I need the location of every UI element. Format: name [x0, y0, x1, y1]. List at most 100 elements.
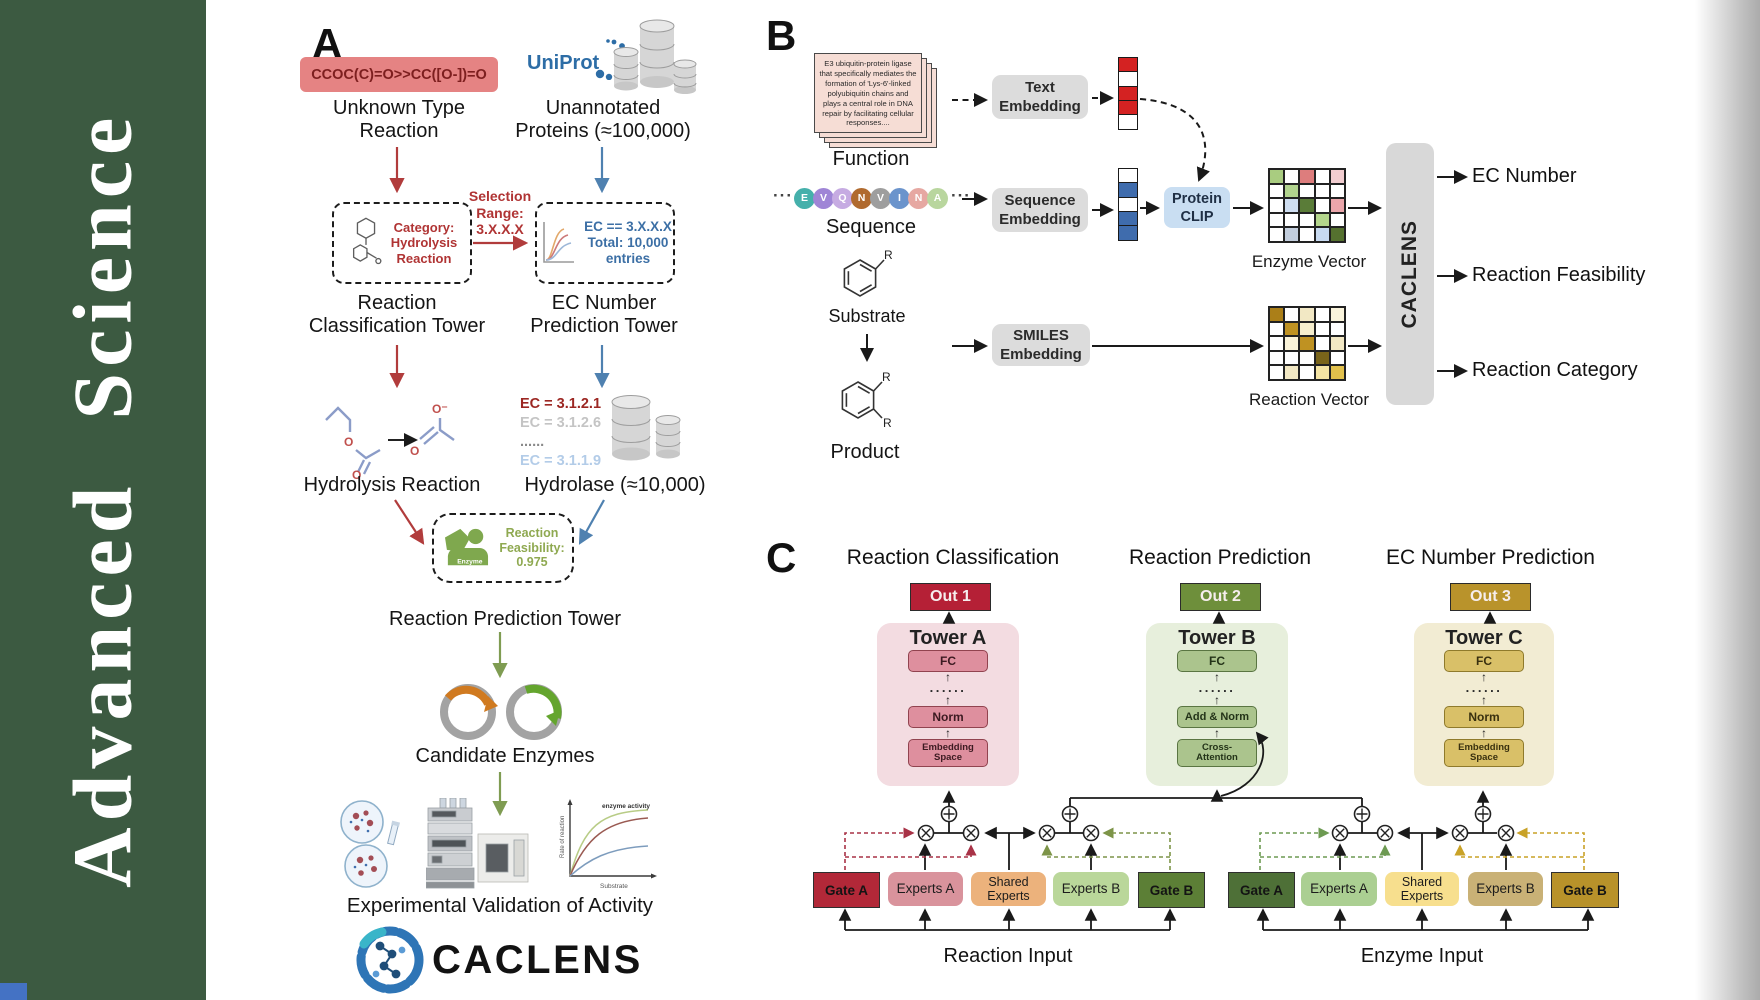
matrix-cell: [1314, 350, 1330, 366]
reaction-input-label: Reaction Input: [943, 945, 1073, 967]
protein-clip-box: Protein CLIP: [1164, 187, 1230, 228]
matrix-cell: [1269, 350, 1285, 366]
matrix-cell: [1299, 350, 1315, 366]
matrix-cell: [1284, 227, 1300, 242]
column-title-reaction-prediction: Reaction Prediction: [1128, 546, 1312, 569]
out2-box: Out 2: [1180, 583, 1261, 611]
residue-token: N: [850, 188, 872, 209]
residue-token: A: [926, 188, 948, 209]
reaction-gate-b: Gate B: [1138, 872, 1205, 908]
substrate-label: Substrate: [828, 306, 906, 326]
multiply-node-icons: [917, 824, 1515, 842]
tower-a: Tower A FC ...... Norm Embedding Space: [877, 623, 1019, 786]
caclens-bar-label: CACLENS: [1398, 219, 1421, 329]
journal-sidebar: Advanced Science: [0, 0, 206, 1000]
sequence-ellipsis-left: ···: [773, 185, 793, 205]
reaction-classification-box: Category: Hydrolysis Reaction: [332, 202, 472, 284]
tower-c-embedding: Embedding Space: [1444, 739, 1524, 767]
matrix-cell: [1284, 365, 1300, 380]
function-cards: E3 ubiquitin-protein ligase that specifi…: [814, 53, 939, 149]
out1-box: Out 1: [910, 583, 991, 611]
substrate-molecule: R: [843, 248, 893, 297]
matrix-cell: [1329, 307, 1345, 322]
hydrolysis-molecules: O O O⁻ O: [325, 402, 455, 480]
sequence-label: Sequence: [825, 216, 917, 238]
matrix-cell: [1314, 198, 1330, 213]
matrix-cell: [1314, 365, 1330, 380]
caclens-bar: CACLENS: [1386, 143, 1434, 405]
matrix-cell: [1299, 169, 1315, 184]
svg-text:R: R: [883, 416, 892, 430]
matrix-cell: [1299, 321, 1315, 337]
panel-c-label: C: [766, 534, 797, 581]
matrix-cell: [1269, 227, 1285, 242]
feasibility-text: Reaction Feasibility: 0.975: [499, 526, 565, 570]
database-icon: [613, 19, 697, 94]
tower-c-norm: Norm: [1444, 706, 1524, 728]
enzyme-shared-experts: Shared Experts: [1385, 872, 1459, 906]
journal-title: Advanced Science: [56, 111, 150, 889]
matrix-cell: [1329, 183, 1345, 199]
ec-result-list: EC = 3.1.2.1 EC = 3.1.2.6...... EC = 3.1.1…: [520, 397, 601, 473]
reaction-gate-a: Gate A: [813, 872, 880, 908]
tower-b-dots: ......: [1198, 680, 1236, 695]
database-icon-small: [611, 395, 681, 461]
residue-token: N: [907, 188, 929, 209]
hydrolysis-label: Hydrolysis Reaction: [303, 474, 481, 496]
text-embedding-box: Text Embedding: [992, 75, 1088, 119]
unannotated-proteins-label: Unannotated Proteins (≈100,000): [515, 97, 691, 142]
petri-dish-icon: [340, 800, 400, 888]
tower-a-fc: FC: [908, 650, 988, 672]
prediction-tower-label: Reaction Prediction Tower: [389, 608, 621, 630]
molecule-sketch-icon: [352, 217, 382, 265]
tower-b: Tower B FC ...... Add & Norm Cross- Atte…: [1146, 623, 1288, 786]
matrix-cell: [1284, 183, 1300, 199]
column-title-reaction-classification: Reaction Classification: [846, 546, 1060, 569]
product-molecule: R R: [841, 370, 892, 430]
enzyme-experts-a: Experts A: [1301, 872, 1377, 906]
smiles-reaction-box: CCOC(C)=O>>CC([O-])=O: [300, 57, 498, 92]
svg-text:R: R: [884, 248, 893, 262]
svg-text:Enzyme: Enzyme: [458, 558, 484, 565]
up-arrow-icon: [945, 695, 951, 706]
caclens-wordmark: CACLENS: [432, 938, 643, 982]
sequence-embedding-box: Sequence Embedding: [992, 188, 1088, 232]
unknown-reaction-label: Unknown Type Reaction: [333, 97, 465, 142]
svg-text:O: O: [344, 435, 353, 449]
up-arrow-icon: [1481, 728, 1487, 739]
enzyme-icon: Enzyme: [445, 528, 489, 565]
ec-list-item: EC = 3.1.2.1: [520, 396, 602, 412]
svg-text:O⁻: O⁻: [432, 402, 448, 416]
matrix-cell: [1284, 350, 1300, 366]
matrix-cell: [1299, 212, 1315, 228]
reaction-shared-experts: Shared Experts: [971, 872, 1046, 906]
tower-a-title: Tower A: [909, 627, 987, 649]
svg-text:O: O: [352, 468, 361, 480]
svg-text:enzyme activity: enzyme activity: [602, 803, 650, 810]
matrix-cell: [1329, 198, 1345, 213]
svg-text:O: O: [410, 444, 419, 458]
ec-list-item: ......: [520, 434, 545, 450]
tower-a-norm: Norm: [908, 706, 988, 728]
function-card-text: E3 ubiquitin-protein ligase that specifi…: [819, 59, 917, 128]
residue-token: V: [869, 188, 891, 209]
reaction-vector-label: Reaction Vector: [1248, 390, 1369, 409]
enzyme-vector-label: Enzyme Vector: [1251, 252, 1367, 271]
matrix-cell: [1299, 307, 1315, 322]
svg-text:R: R: [882, 370, 891, 384]
matrix-cell: [1269, 336, 1285, 351]
tower-c: Tower C FC ...... Norm Embedding Space: [1414, 623, 1554, 786]
uniprot-logo: UniProt: [527, 52, 600, 74]
plasmids-icon: [440, 684, 562, 740]
output-ec-number: EC Number: [1472, 165, 1577, 187]
tower-b-cross-attention: Cross- Attention: [1177, 739, 1257, 767]
matrix-cell: [1284, 198, 1300, 213]
add-node-icons: [940, 805, 1492, 823]
tower-c-fc: FC: [1444, 650, 1524, 672]
matrix-cell: [1329, 365, 1345, 380]
reaction-experts-a: Experts A: [888, 872, 963, 906]
ec-selection-box: EC == 3.X.X.X Total: 10,000 entries: [535, 202, 675, 284]
